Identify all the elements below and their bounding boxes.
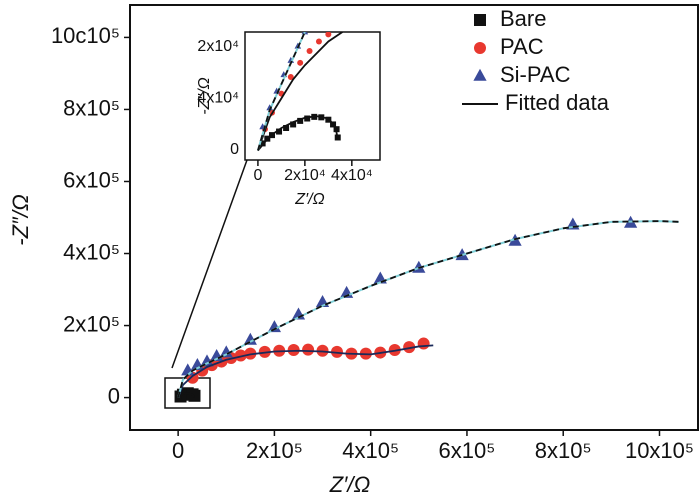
y-tick-label: 2x10⁴ (197, 38, 239, 55)
plot-area (256, 32, 343, 152)
x-axis-label: Z′/Ω (329, 472, 370, 497)
y-tick-label: 4x10⁴ (197, 90, 239, 107)
data-point (267, 320, 282, 333)
legend-marker (474, 14, 486, 26)
legend-marker (474, 42, 486, 54)
data-point (200, 354, 214, 367)
y-tick-label: 8x10⁵ (63, 95, 120, 120)
fit-line (257, 32, 306, 151)
y-axis-label: -Z″/Ω (8, 194, 33, 245)
data-point (287, 74, 294, 81)
fit-line-under (177, 220, 679, 398)
legend-label: PAC (500, 34, 544, 59)
data-point (234, 349, 247, 362)
legend-label: Bare (500, 6, 546, 31)
zoom-connector (171, 159, 248, 369)
data-point (188, 389, 201, 402)
data-point (315, 38, 322, 45)
data-point (302, 343, 315, 356)
inset-y-label: -Z″/Ω (196, 77, 213, 114)
y-tick-label: 10c10⁵ (51, 23, 120, 48)
x-tick-label: 4x10⁵ (342, 438, 399, 463)
data-point (243, 332, 257, 345)
data-point (297, 117, 304, 124)
inset-x-label: Z′/Ω (294, 191, 324, 208)
fit-line (177, 344, 434, 398)
legend-label: Fitted data (505, 90, 610, 115)
x-tick-label: 8x10⁵ (535, 438, 592, 463)
y-tick-label: 0 (230, 141, 239, 158)
data-point (283, 125, 290, 131)
fit-line (177, 392, 196, 399)
x-tick-label: 10x10⁵ (625, 438, 694, 463)
x-tick-label: 0 (172, 438, 184, 463)
data-point (259, 140, 266, 147)
plot-frame (129, 4, 699, 431)
data-point (403, 341, 416, 354)
plot-area (174, 215, 679, 403)
x-tick-label: 2x10⁵ (246, 438, 303, 463)
fit-line (257, 32, 343, 151)
y-tick-label: 0 (108, 383, 120, 408)
y-tick-label: 4x10⁵ (63, 239, 120, 264)
data-point (276, 128, 283, 135)
data-point (290, 121, 297, 128)
y-tick-label: 6x10⁵ (63, 167, 120, 192)
x-tick-label: 4x10⁴ (331, 167, 373, 184)
data-point (325, 32, 332, 38)
data-point (219, 345, 233, 358)
legend-marker (473, 68, 487, 81)
x-tick-label: 2x10⁴ (284, 167, 326, 184)
legend-label: Si-PAC (500, 62, 571, 87)
data-point (297, 59, 304, 66)
data-point (330, 345, 343, 358)
fit-line (257, 115, 339, 152)
data-point (304, 115, 311, 122)
y-tick-label: 2x10⁵ (63, 311, 120, 336)
fit-line (177, 220, 679, 398)
data-point (417, 337, 430, 350)
data-point (306, 47, 313, 54)
x-tick-label: 6x10⁵ (439, 438, 496, 463)
x-tick-label: 0 (253, 167, 262, 184)
